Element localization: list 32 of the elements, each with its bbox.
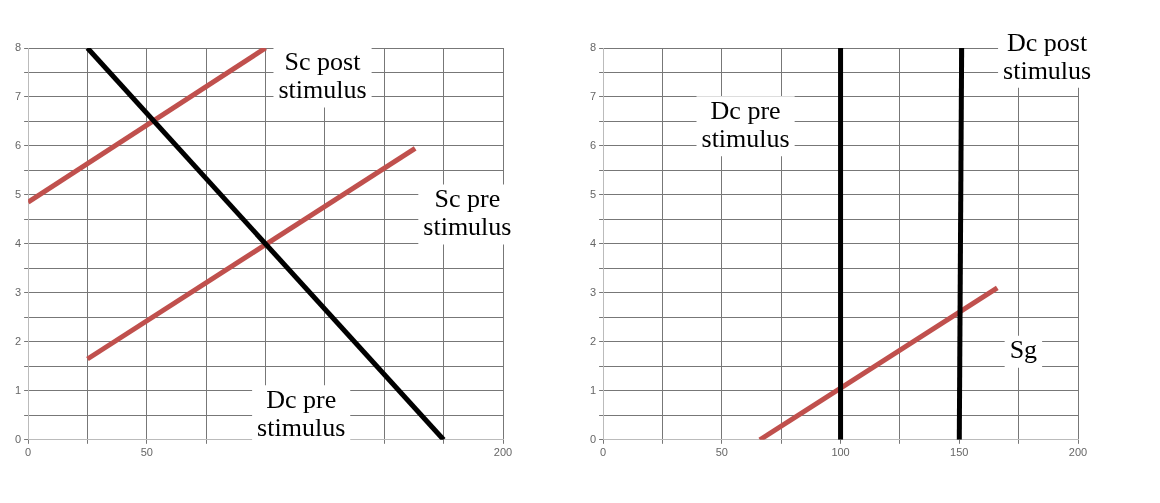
x-tick-label: 200 (493, 446, 513, 459)
x-tick-label: 50 (715, 446, 728, 459)
y-tick-label: 3 (589, 285, 597, 298)
y-tick-label: 4 (589, 236, 597, 249)
y-tick-label: 5 (589, 187, 597, 200)
series-label: Sc pre stimulus (423, 184, 512, 242)
x-tick-label: 0 (25, 446, 32, 459)
series-label: Sc post stimulus (278, 47, 367, 105)
y-tick-label: 8 (589, 41, 597, 54)
y-tick-label: 1 (589, 383, 597, 396)
series-label: Dc post stimulus (1003, 27, 1092, 85)
x-tick-label: 0 (600, 446, 607, 459)
x-tick-label: 100 (831, 446, 850, 459)
y-tick-label: 4 (14, 236, 22, 249)
y-tick-label: 0 (14, 432, 22, 445)
y-tick-label: 2 (589, 334, 597, 347)
x-tick-label: 200 (1068, 446, 1088, 459)
y-tick-label: 6 (14, 138, 22, 151)
y-tick-label: 2 (14, 334, 22, 347)
x-tick-label: 50 (140, 446, 153, 459)
x-tick-label: 150 (950, 446, 969, 459)
y-tick-label: 7 (589, 90, 597, 103)
y-tick-label: 1 (14, 383, 22, 396)
y-tick-label: 5 (14, 187, 22, 200)
y-tick-label: 0 (589, 432, 597, 445)
y-tick-label: 6 (589, 138, 597, 151)
series-label: Dc pre stimulus (701, 96, 790, 154)
y-tick-label: 7 (14, 90, 22, 103)
series-label: Dc pre stimulus (257, 385, 346, 443)
series-label: Sg (1009, 335, 1038, 365)
y-tick-label: 3 (14, 285, 22, 298)
y-tick-label: 8 (14, 41, 22, 54)
